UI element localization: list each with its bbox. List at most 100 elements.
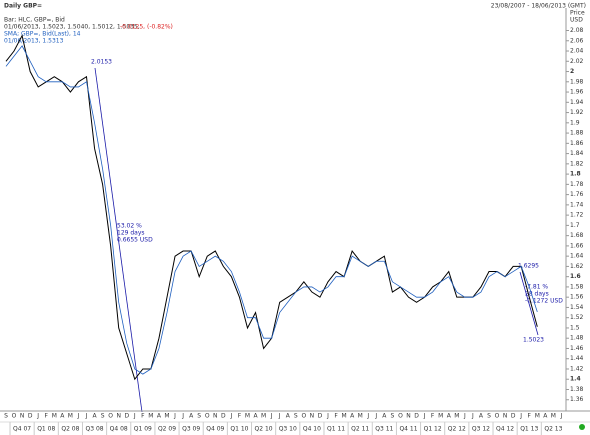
- x-tick-label: J: [366, 413, 369, 420]
- annotation: -7.81 %: [525, 284, 548, 291]
- x-tick-label: J: [326, 413, 329, 420]
- y-tick-label: 2: [570, 68, 574, 75]
- x-tick-label: O: [108, 413, 113, 420]
- x-tick-label: M: [164, 413, 169, 420]
- y-tick-label: 1.68: [570, 232, 584, 239]
- x-tick-label: J: [77, 413, 80, 420]
- date-range: 23/08/2007 - 18/06/2013 (GMT): [491, 3, 586, 10]
- y-tick-label: 1.8: [570, 171, 581, 178]
- y-tick-label: 1.88: [570, 130, 584, 137]
- legend-change: -0.0125, (-0.82%): [120, 24, 173, 31]
- y-label: Price: [570, 10, 585, 17]
- x-tick-label: F: [334, 413, 338, 420]
- annotation: 2.0153: [91, 59, 112, 66]
- legend-value: 01/06/2013, 1.5313: [4, 38, 64, 45]
- x-tick-label: J: [374, 413, 377, 420]
- y-tick-label: 1.44: [570, 355, 584, 362]
- y-tick-label: 1.94: [570, 99, 584, 106]
- annotation: 1.6295: [518, 263, 539, 270]
- y-tick-label: 2.08: [570, 27, 584, 34]
- x-tick-label: N: [406, 413, 411, 420]
- quarter-label: Q2 09: [158, 426, 176, 433]
- x-tick-label: S: [294, 413, 298, 420]
- quarter-label: Q3 09: [182, 426, 200, 433]
- y-tick-label: 1.6: [570, 273, 581, 280]
- y-unit: USD: [570, 17, 583, 24]
- x-tick-label: D: [414, 413, 419, 420]
- annotation: 0.6655 USD: [117, 237, 153, 244]
- x-tick-label: S: [197, 413, 201, 420]
- y-tick-label: 1.4: [570, 376, 581, 383]
- x-tick-label: J: [278, 413, 281, 420]
- x-tick-label: M: [454, 413, 459, 420]
- x-tick-label: O: [205, 413, 210, 420]
- x-tick-label: S: [101, 413, 105, 420]
- y-tick-label: 1.58: [570, 283, 584, 290]
- x-tick-label: M: [68, 413, 73, 420]
- x-tick-label: O: [12, 413, 17, 420]
- y-tick-label: 1.84: [570, 150, 584, 157]
- x-tick-label: M: [342, 413, 347, 420]
- x-tick-label: J: [36, 413, 39, 420]
- y-tick-label: 2.02: [570, 58, 584, 65]
- x-tick-label: J: [230, 413, 233, 420]
- annotation: 53.02 %: [117, 223, 142, 230]
- x-tick-label: M: [261, 413, 266, 420]
- quarter-label: Q2 12: [448, 426, 466, 433]
- quarter-label: Q3 08: [86, 426, 104, 433]
- x-tick-label: J: [560, 413, 563, 420]
- x-tick-label: J: [85, 413, 88, 420]
- x-tick-label: N: [503, 413, 508, 420]
- y-tick-label: 1.54: [570, 304, 584, 311]
- x-tick-label: A: [60, 413, 65, 420]
- y-tick-label: 1.86: [570, 140, 584, 147]
- x-tick-label: S: [4, 413, 8, 420]
- x-tick-label: J: [181, 413, 184, 420]
- x-tick-label: O: [495, 413, 500, 420]
- x-tick-label: S: [487, 413, 491, 420]
- x-tick-label: O: [398, 413, 403, 420]
- annotation: 1.5023: [523, 337, 544, 344]
- quarter-label: Q4 09: [206, 426, 224, 433]
- status-dot: [579, 424, 585, 430]
- x-tick-label: F: [238, 413, 242, 420]
- x-tick-label: O: [301, 413, 306, 420]
- quarter-label: Q4 12: [496, 426, 514, 433]
- quarter-label: Q1 11: [327, 426, 345, 433]
- x-tick-label: F: [141, 413, 145, 420]
- y-tick-label: 1.98: [570, 78, 584, 85]
- quarter-label: Q1 13: [520, 426, 538, 433]
- y-tick-label: 1.52: [570, 314, 584, 321]
- legend-entry: Bar; HLC, GBP=, Bid: [4, 17, 65, 24]
- legend-entry: SMA; GBP=, Bid(Last), 14: [4, 31, 81, 38]
- quarter-label: Q3 11: [375, 426, 393, 433]
- y-tick-label: 1.76: [570, 191, 584, 198]
- x-tick-label: D: [511, 413, 516, 420]
- series-line: [5, 45, 538, 375]
- x-tick-label: M: [52, 413, 57, 420]
- x-tick-label: D: [318, 413, 323, 420]
- y-tick-label: 1.56: [570, 294, 584, 301]
- y-tick-label: 1.82: [570, 160, 584, 167]
- quarter-label: Q4 08: [110, 426, 128, 433]
- y-tick-label: 1.48: [570, 335, 584, 342]
- x-tick-label: J: [270, 413, 273, 420]
- y-tick-label: 1.46: [570, 345, 584, 352]
- y-tick-label: 1.64: [570, 253, 584, 260]
- quarter-label: Q4 10: [303, 426, 321, 433]
- x-tick-label: M: [148, 413, 153, 420]
- x-tick-label: A: [447, 413, 452, 420]
- y-tick-label: 1.92: [570, 109, 584, 116]
- quarter-label: Q1 08: [37, 426, 55, 433]
- x-tick-label: M: [438, 413, 443, 420]
- x-tick-label: N: [20, 413, 25, 420]
- quarter-label: Q2 10: [255, 426, 273, 433]
- quarter-label: Q1 12: [424, 426, 442, 433]
- y-tick-label: 1.7: [570, 222, 580, 229]
- annotation: 129 days: [117, 230, 145, 237]
- quarter-label: Q2 13: [544, 426, 562, 433]
- x-tick-label: F: [431, 413, 435, 420]
- x-tick-label: A: [92, 413, 97, 420]
- x-tick-label: A: [189, 413, 194, 420]
